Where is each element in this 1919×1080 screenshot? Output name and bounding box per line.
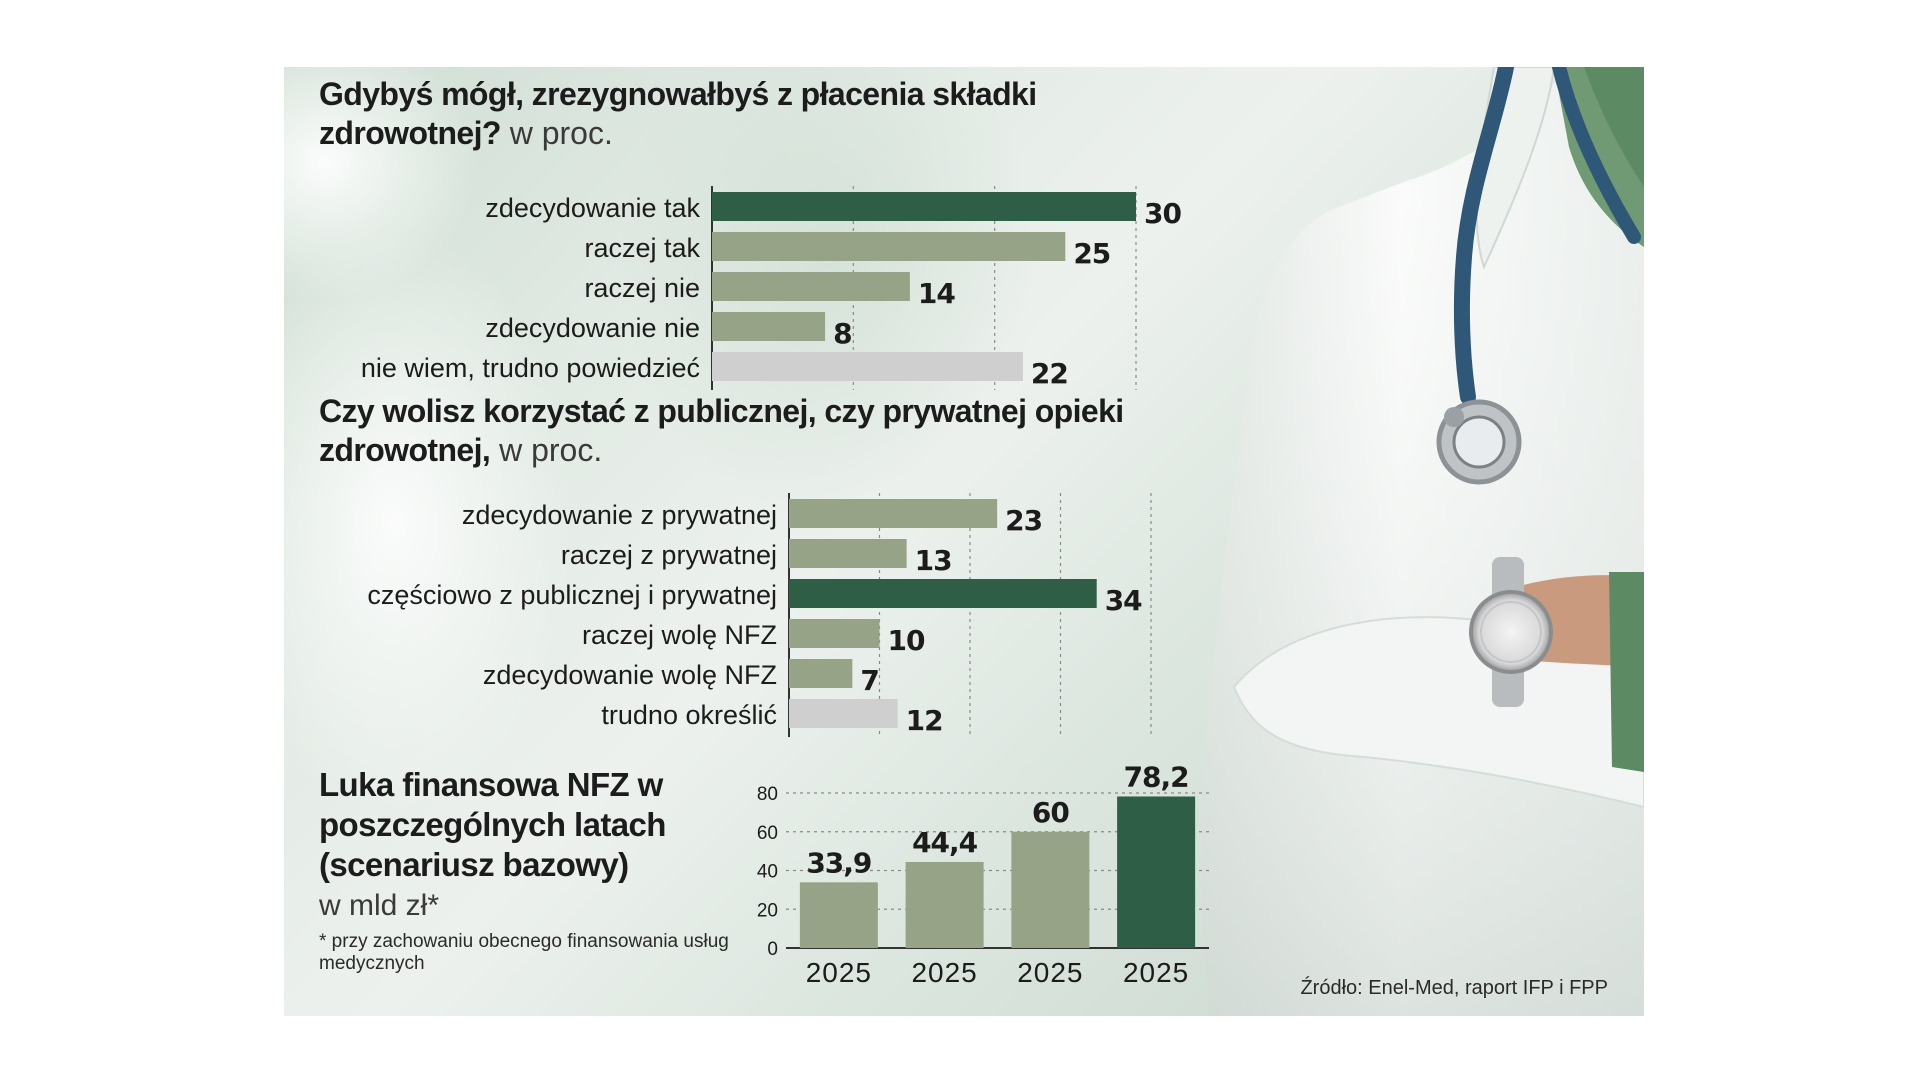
bar bbox=[799, 882, 878, 948]
data-label: 7 bbox=[860, 664, 878, 697]
y-tick-label: 0 bbox=[767, 939, 778, 960]
category-label: raczej z prywatnej bbox=[561, 540, 777, 570]
data-label: 13 bbox=[915, 544, 952, 577]
category-label: nie wiem, trudno powiedzieć bbox=[361, 353, 700, 383]
category-label: raczej nie bbox=[584, 273, 700, 303]
bar bbox=[712, 272, 910, 301]
footnote: * przy zachowaniu obecnego finansowania … bbox=[319, 931, 729, 974]
x-tick-label: 2025 bbox=[1123, 957, 1189, 988]
bar bbox=[712, 192, 1136, 221]
data-label: 8 bbox=[833, 317, 851, 350]
y-tick-label: 40 bbox=[757, 862, 778, 883]
data-label: 34 bbox=[1105, 584, 1142, 617]
category-label: zdecydowanie nie bbox=[485, 313, 700, 343]
y-tick-label: 80 bbox=[757, 784, 778, 805]
chart1-unit: w proc. bbox=[500, 115, 613, 151]
bar bbox=[789, 619, 880, 648]
category-label: trudno określić bbox=[601, 700, 777, 730]
x-tick-label: 2025 bbox=[1017, 957, 1083, 988]
source-note: Źródło: Enel-Med, raport IFP i FPP bbox=[1300, 977, 1608, 999]
category-label: zdecydowanie z prywatnej bbox=[462, 500, 777, 530]
chart3-title: Luka finansowa NFZ w poszczególnych lata… bbox=[319, 766, 666, 883]
chart1: zdecydowanie tak 30 raczej tak 25 raczej nie… bbox=[361, 186, 1182, 390]
category-label: raczej wolę NFZ bbox=[582, 620, 777, 650]
bar bbox=[789, 539, 907, 568]
data-label: 23 bbox=[1005, 504, 1042, 537]
bar bbox=[1011, 831, 1090, 948]
data-label: 78,2 bbox=[1124, 760, 1189, 793]
bar bbox=[789, 579, 1097, 608]
data-label: 33,9 bbox=[806, 846, 871, 879]
data-label: 60 bbox=[1032, 796, 1069, 829]
x-tick-label: 2025 bbox=[911, 957, 977, 988]
infographic-panel: Gdybyś mógł, zrezygnowałbyś z płacenia s… bbox=[284, 67, 1644, 1016]
bar bbox=[789, 499, 998, 528]
category-label: raczej tak bbox=[584, 233, 700, 263]
x-tick-label: 2025 bbox=[806, 957, 872, 988]
category-label: zdecydowanie tak bbox=[485, 193, 700, 223]
chart2-unit: w proc. bbox=[490, 432, 603, 468]
data-label: 44,4 bbox=[912, 826, 978, 859]
data-label: 22 bbox=[1031, 357, 1068, 390]
bar bbox=[712, 232, 1066, 261]
chart3: 0 20 40 60 80 33,9 2025 44,4 2025 60 2025 78,2 2025 bbox=[757, 760, 1209, 988]
chart2-title-text: Czy wolisz korzystać z publicznej, czy p… bbox=[319, 393, 1124, 468]
chart1-title-text: Gdybyś mógł, zrezygnowałbyś z płacenia s… bbox=[319, 76, 1037, 151]
chart1-title: Gdybyś mógł, zrezygnowałbyś z płacenia s… bbox=[319, 75, 1099, 153]
bar bbox=[789, 659, 853, 688]
y-tick-label: 20 bbox=[757, 900, 778, 921]
chart3-unit: w mld zł* bbox=[319, 889, 440, 922]
category-label: częściowo z publicznej i prywatnej bbox=[367, 580, 777, 610]
data-label: 14 bbox=[918, 277, 955, 310]
chart2: zdecydowanie z prywatnej 23 raczej z prywa… bbox=[367, 493, 1152, 737]
bar bbox=[905, 861, 984, 948]
chart2-title: Czy wolisz korzystać z publicznej, czy p… bbox=[319, 392, 1219, 470]
doctor-illustration bbox=[1201, 67, 1644, 1016]
category-label: zdecydowanie wolę NFZ bbox=[483, 660, 777, 690]
data-label: 25 bbox=[1073, 237, 1110, 270]
data-label: 10 bbox=[888, 624, 925, 657]
y-tick-label: 60 bbox=[757, 823, 778, 844]
bar bbox=[712, 312, 826, 341]
bar bbox=[1117, 796, 1196, 948]
bar bbox=[789, 699, 898, 728]
bar bbox=[712, 352, 1023, 381]
data-label: 12 bbox=[906, 704, 943, 737]
data-label: 30 bbox=[1144, 197, 1181, 230]
